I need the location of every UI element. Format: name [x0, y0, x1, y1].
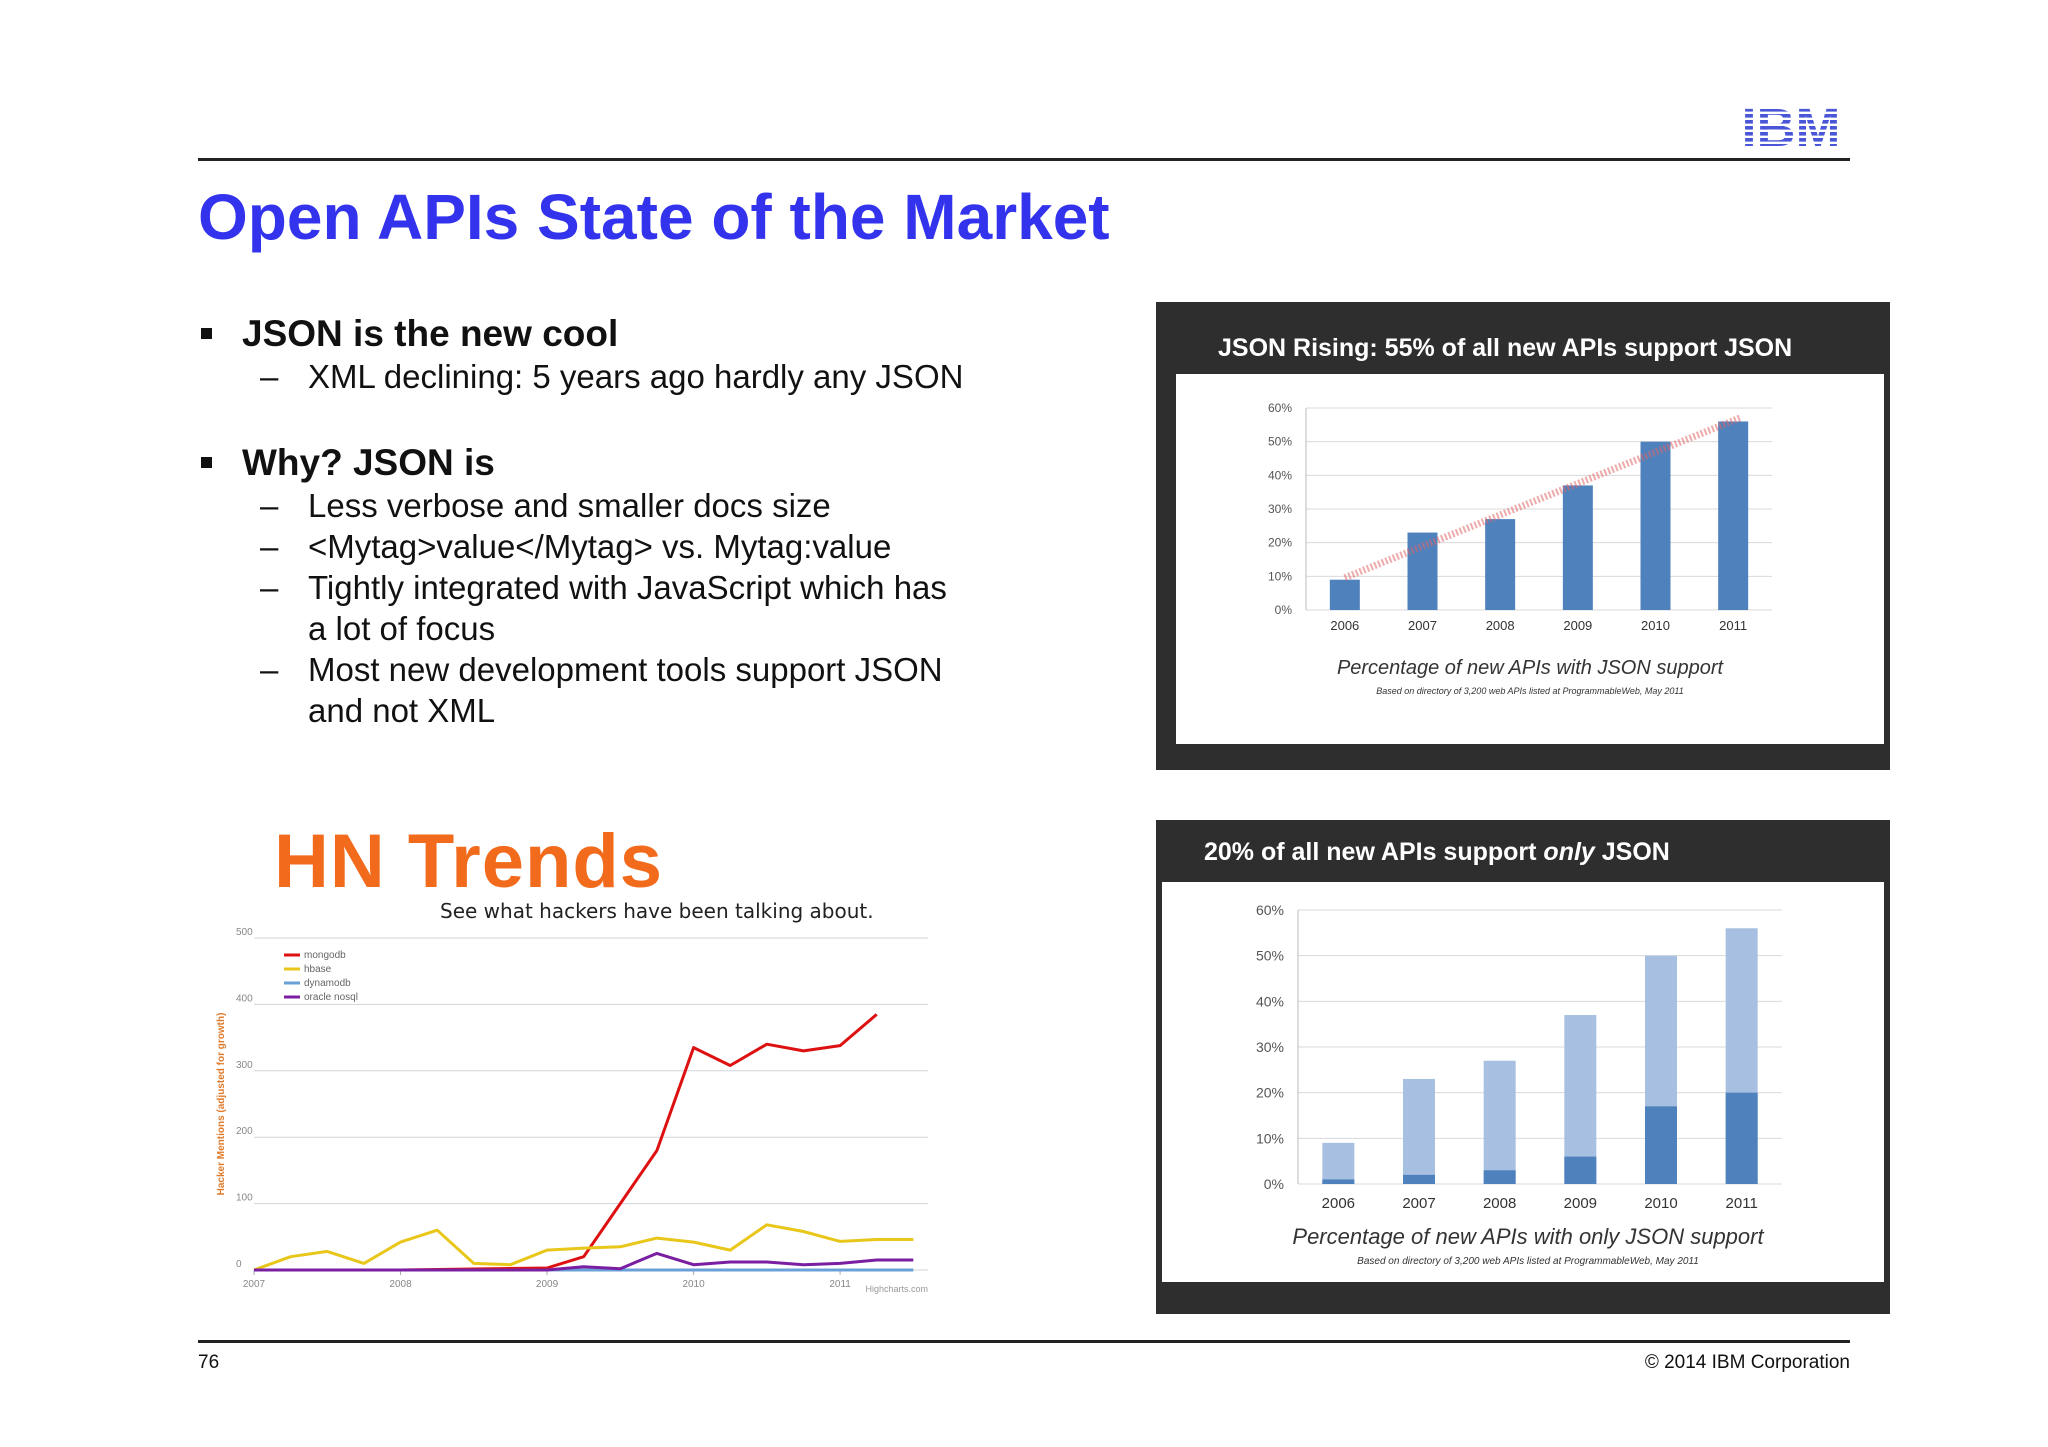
bar-only-json — [1564, 1156, 1597, 1184]
x-tick-label: 2008 — [389, 1279, 412, 1290]
x-tick-label: 2010 — [1641, 618, 1670, 633]
json-rising-title: JSON Rising: 55% of all new APIs support… — [1218, 334, 1793, 362]
y-tick-label: 40% — [1256, 993, 1284, 1009]
y-tick-label: 500 — [236, 927, 253, 938]
x-tick-label: 2009 — [1563, 618, 1592, 633]
bar-total — [1322, 1142, 1355, 1184]
legend-label: oracle nosql — [304, 992, 358, 1003]
x-tick-label: 2011 — [829, 1279, 851, 1290]
legend-label: dynamodb — [304, 978, 351, 989]
x-axis-caption: Percentage of new APIs with only JSON su… — [1292, 1224, 1764, 1249]
series-line-mongodb — [254, 1013, 878, 1272]
bar-total — [1483, 1060, 1516, 1184]
bar — [1562, 485, 1593, 610]
x-tick-label: 2009 — [1564, 1195, 1597, 1212]
bar-only-json — [1725, 1092, 1758, 1184]
json-rising-panel: JSON Rising: 55% of all new APIs support… — [1156, 302, 1890, 770]
legend-label: mongodb — [304, 950, 346, 961]
x-tick-label: 2011 — [1726, 1195, 1758, 1212]
bar-only-json — [1645, 1106, 1677, 1184]
x-axis-caption: Percentage of new APIs with JSON support — [1337, 657, 1725, 679]
bar-total — [1564, 1015, 1597, 1184]
y-tick-label: 40% — [1268, 468, 1292, 482]
y-tick-label: 0 — [236, 1259, 242, 1270]
bar — [1329, 579, 1360, 610]
bullet-sub: – <Mytag>value</Mytag> vs. Mytag:value — [260, 528, 892, 565]
y-tick-label: 30% — [1256, 1039, 1284, 1055]
json-only-panel: 20% of all new APIs support only JSON 0%… — [1156, 820, 1890, 1314]
x-tick-label: 2008 — [1483, 1195, 1516, 1212]
legend-label: hbase — [304, 964, 332, 975]
x-tick-label: 2007 — [1408, 618, 1437, 633]
x-tick-label: 2009 — [536, 1279, 559, 1290]
bullet-sub: – Most new development tools support JSO… — [260, 651, 943, 688]
bar-total — [1403, 1078, 1435, 1184]
slide-title: Open APIs State of the Market — [198, 181, 1110, 253]
header-rule — [198, 158, 1850, 161]
json-only-chart: 0% 10% 20% 30% 40% 50% 60% 2006 2007 2008 2009 2010… — [1256, 902, 1782, 1267]
source-note: Based on directory of 3,200 web APIs lis… — [1376, 686, 1684, 696]
page-number: 76 — [198, 1352, 220, 1373]
y-tick-label: 0% — [1264, 1176, 1284, 1192]
bullet-sub-continuation: and not XML — [308, 692, 496, 729]
copyright: © 2014 IBM Corporation — [1644, 1352, 1850, 1373]
bullet-square — [201, 457, 212, 468]
json-rising-plot-area: 0% 10% 20% 30% 40% 50% 60% 2006 2007 2008 2009 2010… — [1176, 374, 1884, 744]
y-tick-label: 0% — [1275, 603, 1293, 617]
highcharts-credit: Highcharts.com — [865, 1284, 928, 1294]
y-tick-label: 10% — [1256, 1130, 1284, 1146]
bullet-square — [201, 328, 212, 339]
ibm-logo: IBM — [1742, 102, 1841, 150]
trend-line — [1343, 414, 1743, 581]
x-tick-label: 2008 — [1486, 618, 1515, 633]
hn-trends-subtitle: See what hackers have been talking about… — [440, 899, 874, 923]
x-tick-label: 2007 — [1402, 1195, 1435, 1212]
bullet-list: JSON is the new cool – XML declining: 5 … — [198, 312, 1098, 731]
json-only-title: 20% of all new APIs support only JSON — [1204, 838, 1670, 866]
y-tick-label: 60% — [1256, 902, 1284, 918]
x-tick-label: 2007 — [243, 1279, 266, 1290]
json-rising-chart: 0% 10% 20% 30% 40% 50% 60% 2006 2007 2008 2009 2010… — [1268, 401, 1772, 696]
hn-trends-logo: HN Trends — [274, 819, 664, 904]
json-only-plot-area: 0% 10% 20% 30% 40% 50% 60% 2006 2007 2008 2009 2010… — [1162, 882, 1884, 1282]
x-tick-label: 2006 — [1322, 1195, 1355, 1212]
y-tick-label: 20% — [1256, 1085, 1284, 1101]
bullet-sub: – XML declining: 5 years ago hardly any … — [260, 358, 964, 395]
hn-trends-chart: 0 100 200 300 400 500 2007 2008 2009 2010 2011 Hack… — [216, 927, 928, 1294]
y-tick-label: 200 — [236, 1126, 253, 1137]
bar-only-json — [1322, 1179, 1355, 1184]
y-tick-label: 20% — [1268, 536, 1292, 550]
y-tick-label: 50% — [1268, 435, 1292, 449]
bar — [1485, 519, 1516, 610]
y-tick-label: 400 — [236, 993, 253, 1004]
svg-text:IBM: IBM — [1742, 102, 1841, 150]
x-tick-label: 2010 — [1644, 1195, 1677, 1212]
x-tick-label: 2011 — [1719, 618, 1747, 633]
bar-only-json — [1483, 1170, 1516, 1184]
bar — [1640, 441, 1671, 610]
y-tick-label: 100 — [236, 1193, 253, 1204]
bullet-main: Why? JSON is — [198, 441, 1098, 485]
bar-only-json — [1403, 1174, 1435, 1184]
series-line-oracle-nosql — [254, 1251, 914, 1272]
y-tick-label: 10% — [1268, 569, 1292, 583]
y-tick-label: 50% — [1256, 948, 1284, 964]
y-tick-label: 60% — [1268, 401, 1292, 415]
bar — [1718, 421, 1749, 610]
footer-rule — [198, 1340, 1850, 1343]
bullet-sub: – Less verbose and smaller docs size — [260, 487, 831, 524]
y-axis-title: Hacker Mentions (adjusted for growth) — [216, 1013, 227, 1196]
x-tick-label: 2010 — [682, 1279, 705, 1290]
x-tick-label: 2006 — [1330, 618, 1359, 633]
source-note: Based on directory of 3,200 web APIs lis… — [1357, 1256, 1699, 1267]
bullet-sub-continuation: a lot of focus — [308, 610, 496, 647]
bullet-main: JSON is the new cool — [198, 312, 1098, 356]
series-line-hbase — [253, 1223, 914, 1272]
y-tick-label: 300 — [236, 1060, 253, 1071]
bullet-sub: – Tightly integrated with JavaScript whi… — [260, 569, 947, 606]
y-tick-label: 30% — [1268, 502, 1292, 516]
